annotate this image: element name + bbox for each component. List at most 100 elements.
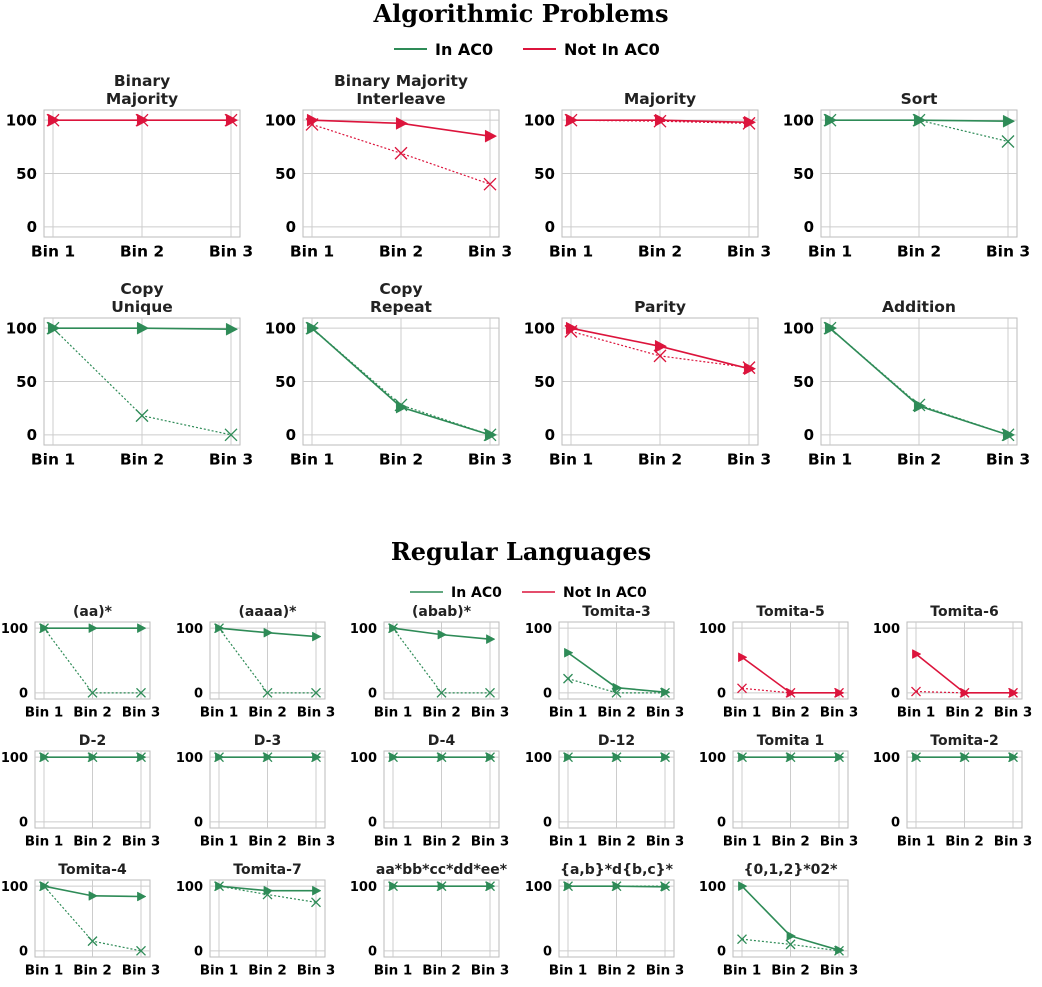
x-tick-label: Bin 2: [771, 834, 810, 850]
y-tick-label: 100: [524, 320, 555, 338]
x-tick-label: Bin 1: [200, 705, 239, 721]
chart-tomita-4: 0 100 Bin 1 Bin 2 Bin 3 Tomita-4: [1, 862, 160, 979]
chart-parity: 0 50 100 Bin 1 Bin 2 Bin 3 Parity: [524, 298, 771, 469]
solid-point: [1009, 752, 1019, 763]
y-tick-label: 100: [176, 880, 203, 895]
y-tick-label: 0: [368, 945, 377, 960]
x-tick-label: Bin 1: [374, 963, 413, 979]
y-tick-label: 0: [804, 218, 814, 236]
x-tick-label: Bin 2: [945, 834, 984, 850]
y-tick-label: 100: [176, 751, 203, 766]
x-tick-label: Bin 2: [422, 705, 461, 721]
x-tick-label: Bin 3: [471, 963, 510, 979]
solid-point: [312, 752, 322, 763]
solid-point: [389, 752, 399, 763]
y-tick-label: 100: [350, 751, 377, 766]
x-tick-label: Bin 3: [986, 243, 1030, 261]
x-tick-label: Bin 2: [422, 963, 461, 979]
chart-tomita-5: 0 100 Bin 1 Bin 2 Bin 3 Tomita-5: [699, 604, 858, 721]
x-tick-label: Bin 3: [468, 243, 512, 261]
solid-point: [835, 945, 845, 956]
solid-point: [743, 115, 757, 129]
x-tick-label: Bin 2: [945, 705, 984, 721]
y-tick-label: 100: [176, 622, 203, 637]
solid-point: [263, 627, 273, 638]
solid-point: [786, 752, 796, 763]
y-tick-label: 100: [1, 622, 28, 637]
solid-point: [215, 752, 225, 763]
x-tick-label: Bin 2: [248, 834, 287, 850]
chart-0-1-2-02: 0 100 Bin 1 Bin 2 Bin 3 {0,1,2}*02*: [699, 862, 858, 979]
y-tick-label: 100: [6, 112, 37, 130]
x-tick-label: Bin 2: [120, 451, 164, 469]
chart-binary-majority-interleave: 0 50 100 Bin 1 Bin 2 Bin 3 Binary MajorityInte…: [265, 72, 512, 261]
solid-point: [136, 113, 150, 127]
x-tick-label: Bin 3: [471, 834, 510, 850]
y-tick-label: 0: [194, 816, 203, 831]
y-tick-label: 0: [543, 687, 552, 702]
chart-addition: 0 50 100 Bin 1 Bin 2 Bin 3 Addition: [783, 298, 1030, 469]
y-tick-label: 100: [873, 622, 900, 637]
x-tick-label: Bin 1: [374, 705, 413, 721]
y-tick-label: 100: [6, 320, 37, 338]
x-tick-label: Bin 2: [379, 451, 423, 469]
solid-point: [312, 885, 322, 896]
y-tick-label: 50: [793, 373, 814, 391]
section-title-regular: Regular Languages: [391, 537, 651, 566]
solid-point: [437, 629, 447, 640]
x-tick-label: Bin 3: [646, 834, 685, 850]
chart-aaaa: 0 100 Bin 1 Bin 2 Bin 3 (aaaa)*: [176, 604, 335, 721]
chart-aa-bb-cc-dd-ee: 0 100 Bin 1 Bin 2 Bin 3 aa*bb*cc*dd*ee*: [350, 862, 509, 979]
solid-point: [40, 881, 50, 892]
chart-tomita-7: 0 100 Bin 1 Bin 2 Bin 3 Tomita-7: [176, 862, 335, 979]
solid-point: [225, 113, 239, 127]
x-tick-label: Bin 1: [25, 705, 64, 721]
x-tick-label: Bin 2: [638, 451, 682, 469]
chart-sort: 0 50 100 Bin 1 Bin 2 Bin 3 Sort: [783, 90, 1030, 261]
chart-title: Tomita-5: [756, 604, 824, 620]
y-tick-label: 0: [543, 816, 552, 831]
x-tick-label: Bin 1: [549, 243, 593, 261]
x-tick-label: Bin 2: [771, 705, 810, 721]
dotted-point: [737, 683, 747, 694]
solid-point: [835, 687, 845, 698]
solid-point: [395, 116, 409, 130]
solid-point: [88, 890, 98, 901]
x-tick-label: Bin 3: [297, 963, 336, 979]
y-tick-label: 50: [275, 165, 296, 183]
x-tick-label: Bin 2: [248, 705, 287, 721]
x-tick-label: Bin 1: [808, 243, 852, 261]
solid-point: [40, 623, 50, 634]
solid-point: [306, 113, 320, 127]
solid-point: [661, 752, 671, 763]
x-tick-label: Bin 1: [723, 834, 762, 850]
y-tick-label: 0: [804, 426, 814, 444]
y-tick-label: 0: [717, 945, 726, 960]
y-tick-label: 0: [19, 816, 28, 831]
x-tick-label: Bin 3: [986, 451, 1030, 469]
chart-title: {a,b}*d{b,c}*: [560, 862, 674, 878]
y-tick-label: 0: [194, 687, 203, 702]
y-tick-label: 100: [783, 112, 814, 130]
y-tick-label: 0: [545, 218, 555, 236]
solid-point: [486, 634, 496, 645]
solid-point: [486, 752, 496, 763]
x-tick-label: Bin 3: [209, 451, 253, 469]
chart-title: Tomita-4: [58, 862, 127, 878]
dotted-point: [136, 945, 146, 956]
y-tick-label: 0: [286, 426, 296, 444]
legend-label-not-in-ac0: Not In AC0: [564, 40, 660, 59]
chart-title: (aa)*: [73, 604, 113, 620]
chart-title: Tomita-3: [582, 604, 650, 620]
chart-title: D-12: [598, 733, 635, 749]
chart-title: Addition: [882, 298, 956, 316]
y-tick-label: 0: [891, 816, 900, 831]
solid-point: [1009, 687, 1019, 698]
dotted-point: [737, 934, 747, 945]
x-tick-label: Bin 2: [422, 834, 461, 850]
y-tick-label: 100: [873, 751, 900, 766]
y-tick-label: 100: [1, 880, 28, 895]
chart-majority: 0 50 100 Bin 1 Bin 2 Bin 3 Majority: [524, 90, 771, 261]
